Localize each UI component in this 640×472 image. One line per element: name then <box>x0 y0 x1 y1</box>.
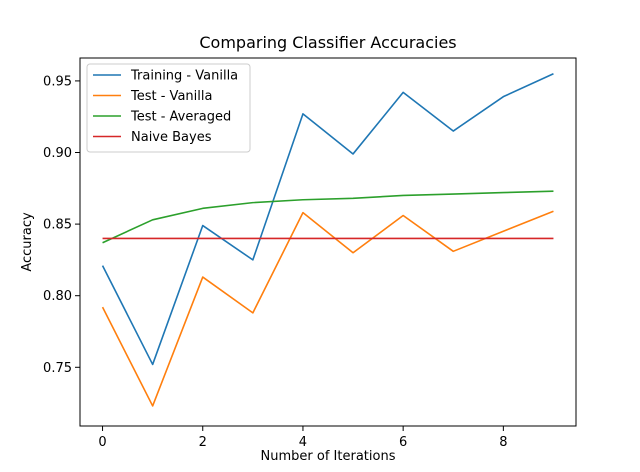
y-tick-label: 0.95 <box>43 74 72 89</box>
x-axis-ticks: 0 2 4 6 8 <box>98 426 507 450</box>
axes-frame <box>79 57 577 427</box>
chart-title: Comparing Classifier Accuracies <box>199 33 456 52</box>
legend-label: Test - Averaged <box>130 110 231 125</box>
y-axis-ticks: 0.75 0.80 0.85 0.90 0.95 <box>43 74 80 376</box>
series-line-test-averaged <box>102 190 554 244</box>
series-layer <box>101 73 554 407</box>
x-tick-label: 6 <box>399 435 407 450</box>
series-line-test-vanilla <box>101 210 554 407</box>
x-tick-label: 0 <box>98 435 106 450</box>
x-tick-label: 4 <box>299 435 307 450</box>
x-tick-label: 8 <box>499 435 507 450</box>
y-tick-label: 0.90 <box>43 146 72 161</box>
y-tick-label: 0.85 <box>43 218 72 233</box>
legend-label: Training - Vanilla <box>130 69 238 84</box>
y-axis-label: Accuracy <box>20 212 35 272</box>
y-tick-label: 0.75 <box>43 361 72 376</box>
legend: Training - Vanilla Test - Vanilla Test - A… <box>86 63 251 153</box>
legend-label: Test - Vanilla <box>130 89 212 104</box>
x-tick-label: 2 <box>199 435 207 450</box>
legend-box <box>86 63 251 153</box>
legend-label: Naive Bayes <box>131 130 212 145</box>
series-line-training-vanilla <box>101 73 554 366</box>
y-tick-label: 0.80 <box>43 289 72 304</box>
x-axis-label: Number of Iterations <box>261 449 396 464</box>
